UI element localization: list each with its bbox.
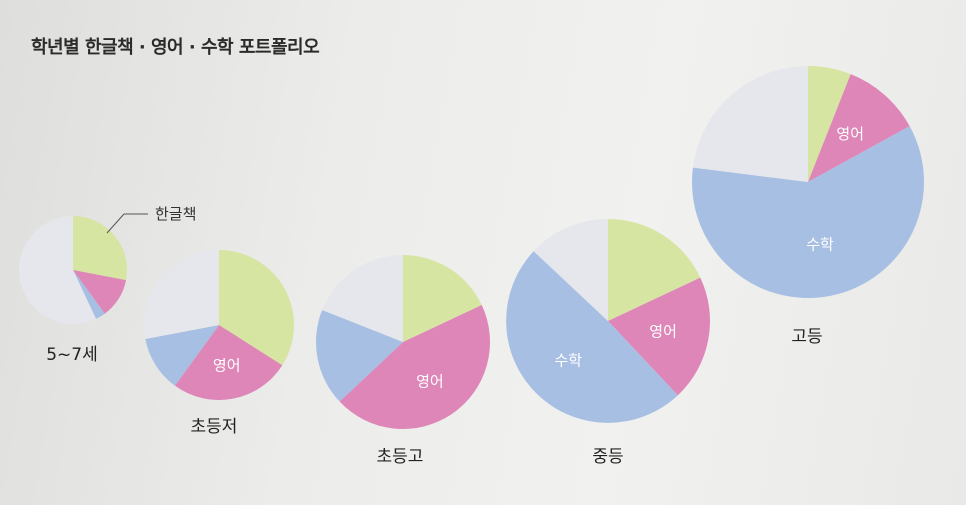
pie-slice-기타 xyxy=(533,219,608,321)
slice-label: 영어 xyxy=(649,323,677,341)
pie-slice-영어 xyxy=(73,270,127,314)
pie-slice-기타 xyxy=(692,66,808,182)
pie-slice-한글책 xyxy=(403,255,482,342)
slice-label: 수학 xyxy=(806,236,834,254)
slice-label: 영어 xyxy=(416,373,444,391)
pie-slice-기타 xyxy=(18,215,96,324)
pie-slice-수학 xyxy=(315,309,403,402)
pie-slice-한글책 xyxy=(73,216,127,281)
pie-slice-영어 xyxy=(174,325,283,400)
pie-1: 5~7세 xyxy=(18,215,127,365)
pie-slice-영어 xyxy=(808,74,910,182)
pie-slice-수학 xyxy=(73,270,105,319)
pie-slice-한글책 xyxy=(608,219,701,321)
pie-slice-수학 xyxy=(506,251,678,423)
pie-slice-기타 xyxy=(144,250,219,340)
pie-slice-영어 xyxy=(339,304,491,430)
pie-slice-기타 xyxy=(322,255,403,342)
pie-slice-한글책 xyxy=(219,250,294,366)
group-label: 5~7세 xyxy=(46,345,98,365)
slice-label: 영어 xyxy=(836,125,864,143)
group-label: 초등고 xyxy=(377,447,424,467)
group-label: 중등 xyxy=(592,447,623,467)
group-label: 고등 xyxy=(791,327,822,347)
pie-slice-수학 xyxy=(145,325,219,386)
chart-title: 학년별 한글책 · 영어 · 수학 포트폴리오 xyxy=(31,37,320,58)
pie-slice-한글책 xyxy=(808,66,851,182)
callout-label: 한글책 xyxy=(155,205,196,223)
pie-slice-영어 xyxy=(608,277,710,396)
pie-slice-수학 xyxy=(691,126,924,298)
slice-label: 영어 xyxy=(213,357,241,375)
callout-line xyxy=(106,213,125,234)
slice-label: 수학 xyxy=(554,352,582,370)
group-label: 초등저 xyxy=(191,417,238,437)
